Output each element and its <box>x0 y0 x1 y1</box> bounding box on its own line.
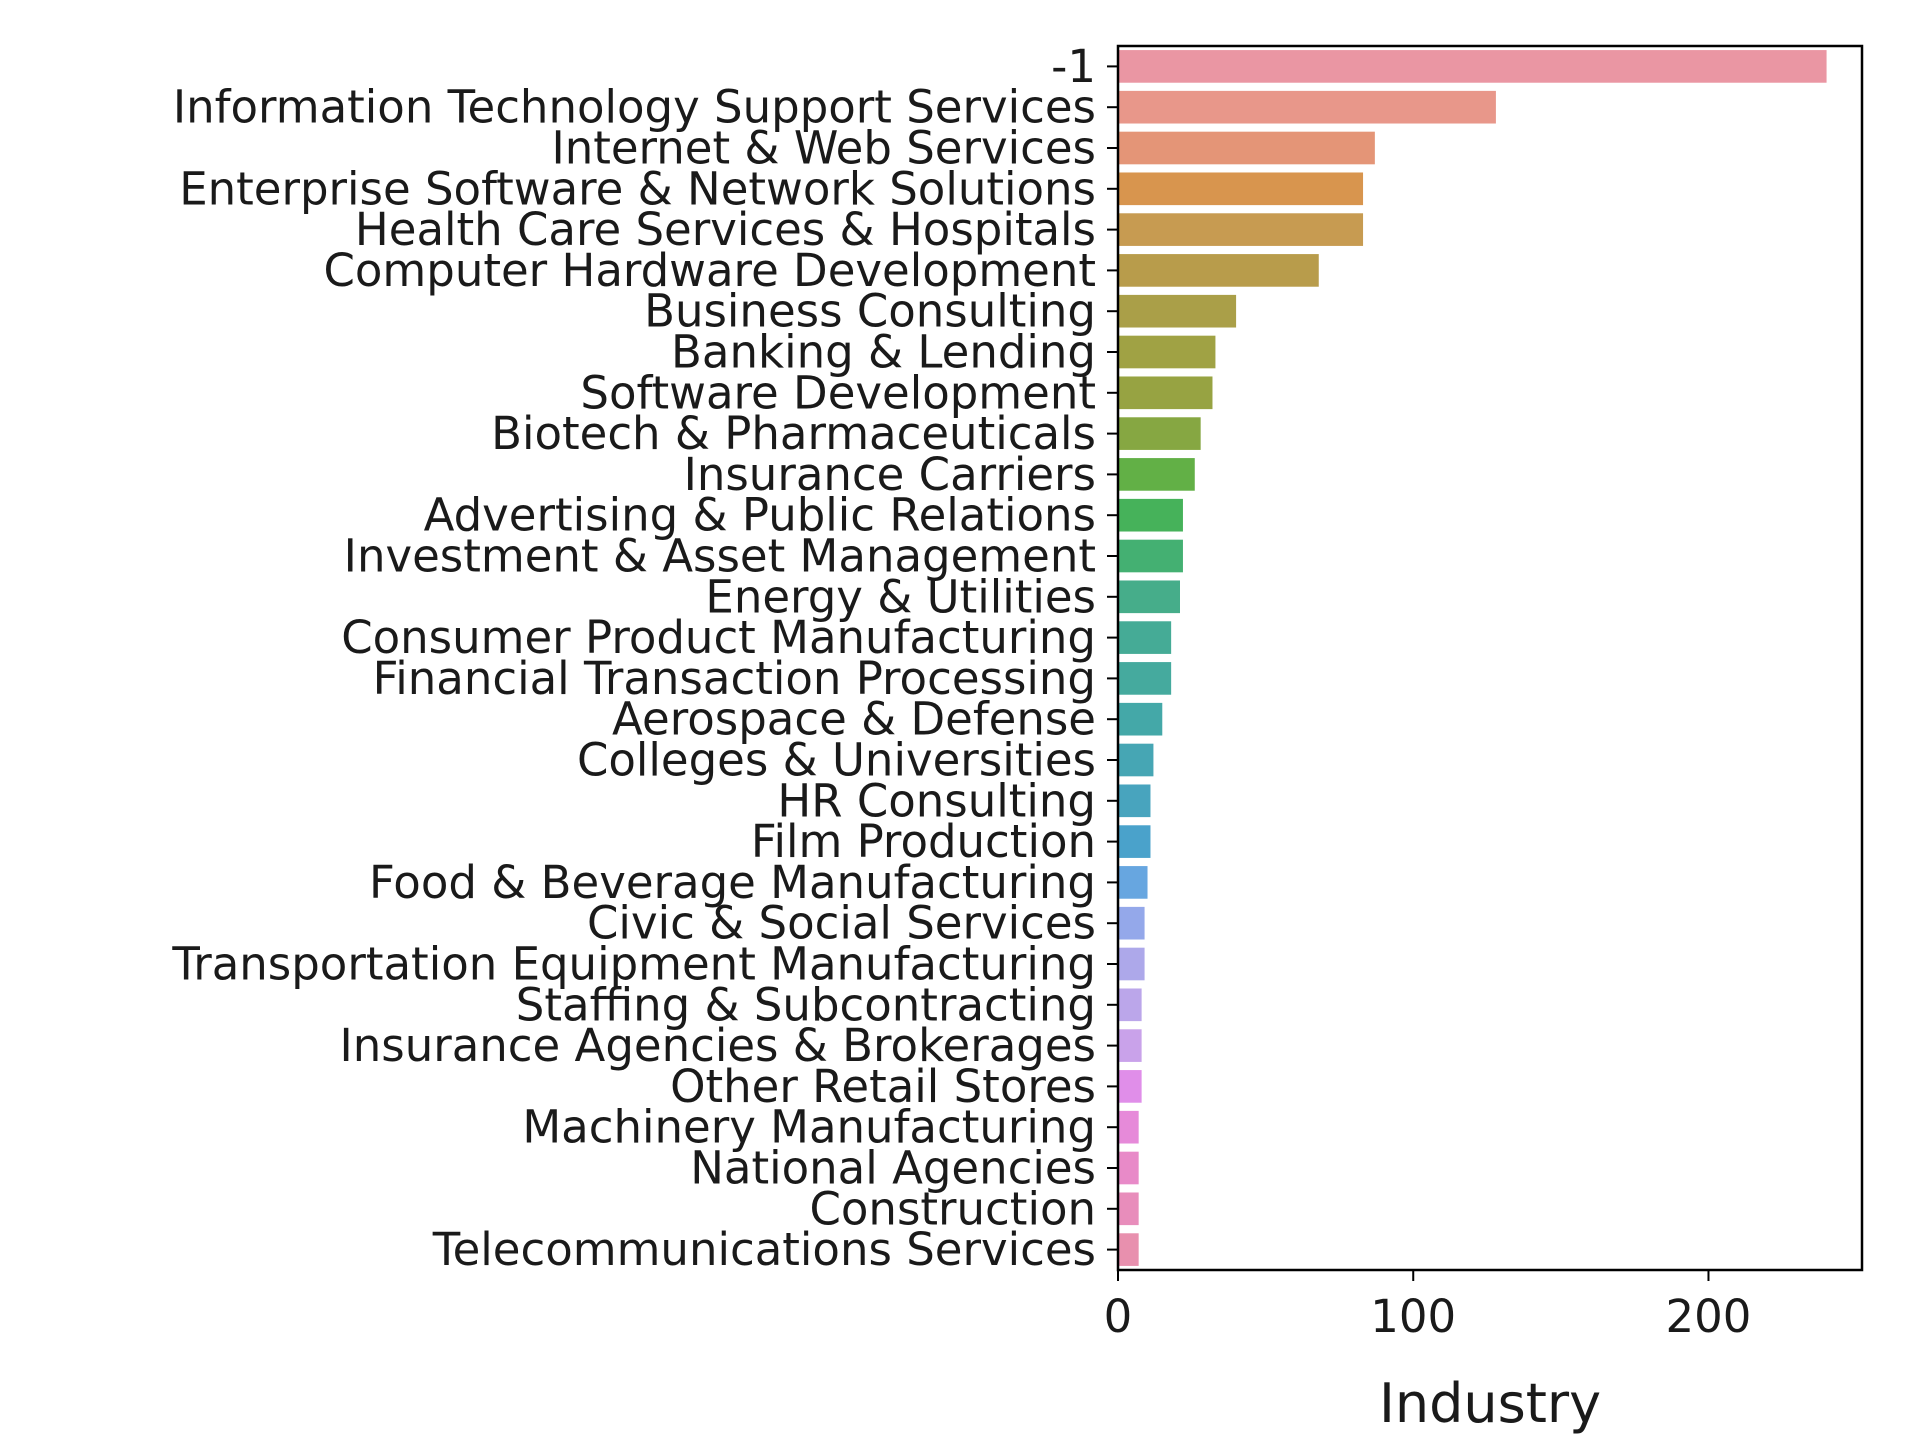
bar <box>1118 335 1216 369</box>
bar <box>1118 1151 1139 1185</box>
y-tick-label: Investment & Asset Management <box>344 530 1096 583</box>
y-tick-label: Other Retail Stores <box>670 1060 1096 1113</box>
bar <box>1118 621 1172 654</box>
y-tick-label: Film Production <box>751 815 1096 868</box>
bars-layer <box>1118 50 1827 1266</box>
y-tick-label: Machinery Manufacturing <box>522 1101 1096 1154</box>
y-tick-label: Insurance Carriers <box>684 448 1096 501</box>
bar <box>1118 417 1201 450</box>
y-tick-label: Information Technology Support Services <box>173 81 1096 134</box>
x-tick-label: 100 <box>1370 1290 1456 1343</box>
y-tick-label: -1 <box>1051 40 1096 93</box>
bar <box>1118 866 1148 899</box>
bar <box>1118 580 1180 614</box>
y-tick-label: Financial Transaction Processing <box>373 652 1096 705</box>
bar <box>1118 1233 1139 1266</box>
bar <box>1118 539 1183 573</box>
y-tick-label: Colleges & Universities <box>577 734 1096 787</box>
y-tick-label: Banking & Lending <box>671 326 1096 379</box>
x-tick-label: 200 <box>1666 1290 1752 1343</box>
bar <box>1118 906 1145 940</box>
bar <box>1118 172 1364 206</box>
y-tick-label: Biotech & Pharmaceuticals <box>491 407 1096 460</box>
x-axis-ticks: 0 100 200 <box>1104 1270 1752 1343</box>
bar <box>1118 213 1364 246</box>
bar <box>1118 458 1195 491</box>
x-axis-label: Industry <box>1379 1372 1601 1435</box>
bar <box>1118 131 1375 165</box>
plot-frame <box>1116 44 1864 1272</box>
bar <box>1118 1110 1139 1144</box>
y-tick-label: National Agencies <box>690 1142 1096 1195</box>
y-tick-label: Insurance Agencies & Brokerages <box>339 1019 1096 1072</box>
y-tick-label: Construction <box>809 1182 1096 1235</box>
y-tick-label: Consumer Product Manufacturing <box>341 611 1096 664</box>
x-tick-label: 0 <box>1104 1290 1133 1343</box>
bar <box>1118 50 1827 83</box>
bar <box>1118 743 1154 777</box>
bar <box>1118 825 1151 858</box>
y-tick-label: HR Consulting <box>777 774 1096 827</box>
y-tick-label: Energy & Utilities <box>705 570 1096 623</box>
bar <box>1118 784 1151 818</box>
y-tick-label: Advertising & Public Relations <box>424 489 1096 542</box>
bar <box>1118 947 1145 981</box>
y-tick-label: Business Consulting <box>644 285 1096 338</box>
bar <box>1118 498 1183 532</box>
bar <box>1118 376 1213 410</box>
y-tick-label: Computer Hardware Development <box>323 244 1096 297</box>
bar <box>1118 988 1142 1022</box>
bar <box>1118 254 1319 287</box>
y-tick-label: Staffing & Subcontracting <box>516 978 1096 1031</box>
bar <box>1118 1070 1142 1103</box>
y-tick-label: Enterprise Software & Network Solutions <box>179 162 1096 215</box>
y-tick-label: Telecommunications Services <box>432 1223 1096 1276</box>
y-tick-label: Transportation Equipment Manufacturing <box>171 938 1096 991</box>
y-tick-label: Internet & Web Services <box>551 122 1096 175</box>
y-tick-label: Software Development <box>580 366 1096 419</box>
bar <box>1118 1192 1139 1226</box>
y-tick-label: Food & Beverage Manufacturing <box>369 856 1096 909</box>
bar <box>1118 1029 1142 1062</box>
bar <box>1118 90 1496 124</box>
bar <box>1118 662 1172 695</box>
y-tick-label: Civic & Social Services <box>587 897 1096 950</box>
y-tick-label: Health Care Services & Hospitals <box>355 203 1096 256</box>
bar <box>1118 294 1237 328</box>
y-tick-label: Aerospace & Defense <box>612 693 1096 746</box>
bar <box>1118 702 1163 736</box>
